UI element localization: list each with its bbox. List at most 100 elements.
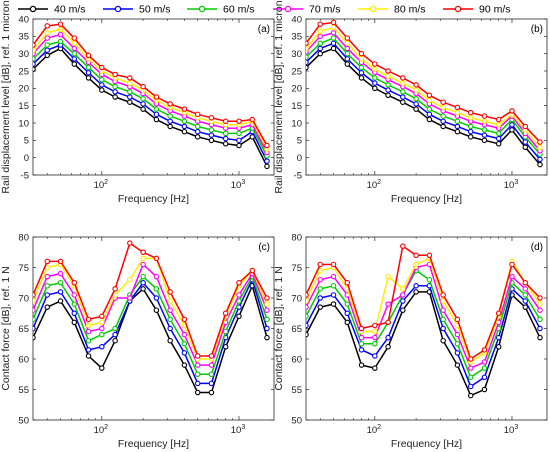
data-point — [153, 255, 160, 262]
data-point — [140, 286, 146, 292]
data-point — [194, 123, 201, 130]
data-point — [44, 304, 50, 310]
x-axis-label: Frequency [Hz] — [391, 438, 462, 450]
data-point — [481, 137, 488, 144]
data-point — [358, 75, 365, 81]
data-point — [85, 64, 92, 71]
legend-label: 50 m/s — [139, 4, 171, 16]
data-point — [127, 99, 133, 105]
data-point — [112, 331, 118, 338]
data-point — [71, 56, 78, 62]
data-point — [372, 75, 378, 81]
data-point — [194, 111, 201, 118]
plot-area — [32, 236, 275, 421]
data-point — [208, 137, 215, 144]
data-point — [306, 298, 309, 304]
data-point — [537, 161, 543, 168]
chart-panel: 50 55 60 65 70 75 80 102 103 Frequency [Hz] Contac… — [0, 232, 275, 450]
data-point — [306, 45, 309, 52]
data-point — [222, 344, 229, 350]
panel-label: (b) — [531, 24, 543, 35]
x-tick-label: 102 — [94, 179, 109, 191]
plot-area — [305, 236, 548, 421]
legend-label: 80 m/s — [394, 4, 426, 16]
data-point — [467, 128, 474, 135]
data-point — [57, 31, 64, 38]
data-point — [317, 286, 323, 292]
data-point — [413, 106, 419, 112]
y-tick-label: 15 — [291, 101, 302, 112]
data-point — [467, 392, 474, 399]
data-point — [194, 353, 201, 359]
series-group — [306, 243, 543, 399]
data-point — [44, 42, 50, 48]
data-point — [57, 270, 64, 277]
data-point — [71, 319, 78, 326]
data-point — [372, 340, 378, 347]
data-point — [385, 344, 391, 350]
data-point — [358, 347, 365, 353]
data-point — [344, 35, 351, 41]
data-point — [372, 85, 378, 92]
data-point — [440, 325, 446, 332]
data-point — [495, 121, 502, 128]
data-point — [467, 134, 474, 140]
y-tick-label: 75 — [291, 263, 302, 274]
legend-item: 60 m/s — [187, 4, 255, 16]
data-point — [495, 141, 502, 147]
data-point — [481, 132, 488, 138]
data-point — [330, 292, 337, 298]
data-point — [222, 135, 229, 142]
data-point — [181, 128, 188, 135]
data-point — [358, 340, 365, 347]
data-point — [181, 316, 188, 323]
data-point — [495, 310, 502, 316]
data-point — [385, 82, 391, 88]
data-point — [44, 30, 50, 36]
data-point — [181, 123, 188, 130]
data-point — [400, 286, 406, 292]
legend-marker — [454, 5, 462, 13]
data-point — [440, 292, 446, 298]
data-point — [344, 319, 351, 326]
y-tick-label: 0 — [297, 153, 302, 164]
data-point — [236, 313, 242, 320]
data-point — [317, 21, 323, 27]
data-point — [33, 307, 36, 313]
data-point — [181, 340, 188, 347]
data-point — [537, 156, 543, 163]
data-point — [400, 94, 406, 100]
data-point — [71, 301, 78, 307]
data-point — [495, 334, 502, 341]
data-point — [330, 40, 337, 47]
legend-marker — [198, 5, 206, 13]
y-tick-label: 65 — [18, 324, 29, 335]
data-point — [222, 310, 229, 316]
data-point — [249, 267, 256, 274]
data-point — [33, 292, 36, 298]
data-point — [208, 362, 215, 368]
data-point — [127, 94, 133, 100]
data-point — [344, 310, 351, 316]
data-point — [413, 283, 419, 289]
legend-marker — [29, 5, 37, 13]
y-tick-label: 80 — [291, 232, 302, 243]
data-point — [317, 304, 323, 310]
data-point — [467, 123, 474, 130]
data-point — [481, 365, 488, 371]
data-point — [306, 292, 309, 298]
data-point — [167, 316, 173, 323]
data-point — [85, 328, 92, 335]
y-axis-label: Contact force [dB], ref. 1 N — [273, 266, 285, 390]
data-point — [440, 307, 446, 313]
data-point — [167, 289, 173, 295]
legend-item: 80 m/s — [358, 4, 426, 16]
data-point — [181, 118, 188, 125]
data-point — [127, 240, 133, 246]
series-line — [306, 42, 541, 160]
data-point — [127, 89, 133, 95]
series-line — [306, 26, 541, 148]
data-point — [306, 304, 309, 310]
x-axis-label: Frequency [Hz] — [118, 438, 189, 450]
